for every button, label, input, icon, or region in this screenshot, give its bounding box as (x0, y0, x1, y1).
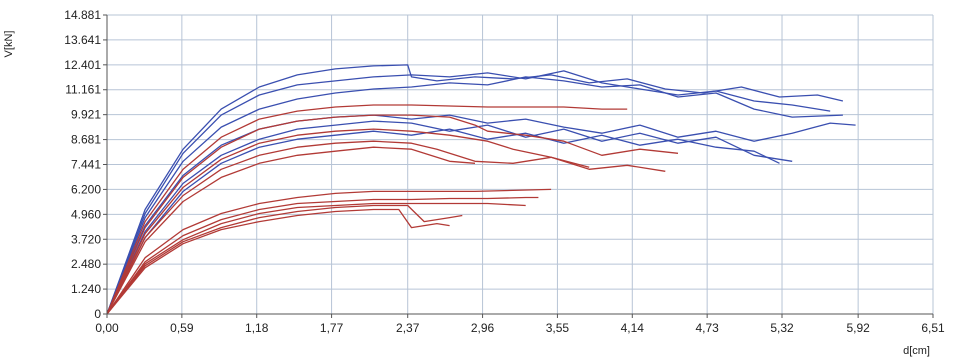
y-tick-labels: 0 1.240 2.480 3.720 4.960 6.200 7.441 8.681 9.92… (64, 8, 107, 321)
series-layer (106, 64, 856, 315)
x-tick-label: 4,73 (695, 321, 719, 335)
series-line-10 (106, 140, 590, 315)
series-line-6 (106, 128, 780, 315)
y-tick-label: 14.881 (64, 8, 101, 22)
x-tick-label: 2,37 (396, 321, 420, 335)
series-line-5 (106, 120, 793, 315)
grid (107, 14, 934, 314)
y-tick-label: 2.480 (71, 257, 101, 271)
y-tick-label: 9.921 (71, 108, 101, 122)
x-tick-label: 2,96 (471, 321, 495, 335)
x-tick-label: 5,32 (770, 321, 794, 335)
y-tick-label: 1.240 (71, 282, 101, 296)
x-tick-label: 0,59 (170, 321, 194, 335)
x-tick-label: 4,14 (621, 321, 645, 335)
series-line-15 (106, 204, 463, 315)
y-tick-label: 13.641 (64, 33, 101, 47)
series-line-2 (106, 70, 831, 315)
series-line-1 (106, 64, 844, 315)
series-line-16 (106, 208, 450, 315)
x-tick-label: 3,55 (546, 321, 570, 335)
y-tick-label: 4.960 (71, 207, 101, 221)
y-tick-label: 3.720 (71, 232, 101, 246)
x-tick-label: 0,00 (95, 321, 119, 335)
series-line-12 (106, 188, 552, 315)
series-line-4 (106, 114, 856, 315)
y-tick-label: 8.681 (71, 133, 101, 147)
x-tick-label: 1,77 (320, 321, 344, 335)
x-tick-label: 5,92 (846, 321, 870, 335)
series-line-9 (106, 128, 666, 315)
y-tick-label: 7.441 (71, 157, 101, 171)
x-tick-labels: 0,00 0,59 1,18 1,77 2,37 2,96 3,55 4,14 4,73 5,32… (95, 314, 945, 335)
series-line-11 (106, 146, 476, 315)
x-tick-label: 6,51 (921, 321, 945, 335)
y-tick-label: 11.161 (65, 83, 101, 97)
y-tick-label: 0 (94, 307, 101, 321)
series-line-13 (106, 196, 539, 315)
y-axis-label: V[kN] (3, 31, 15, 58)
series-line-14 (106, 202, 526, 315)
y-tick-label: 12.401 (64, 58, 101, 72)
y-tick-label: 6.200 (71, 182, 101, 196)
series-line-8 (106, 114, 679, 315)
x-tick-label: 1,18 (245, 321, 269, 335)
series-line-3 (106, 76, 843, 315)
series-line-7 (106, 104, 628, 315)
x-axis-label: d[cm] (903, 345, 930, 357)
